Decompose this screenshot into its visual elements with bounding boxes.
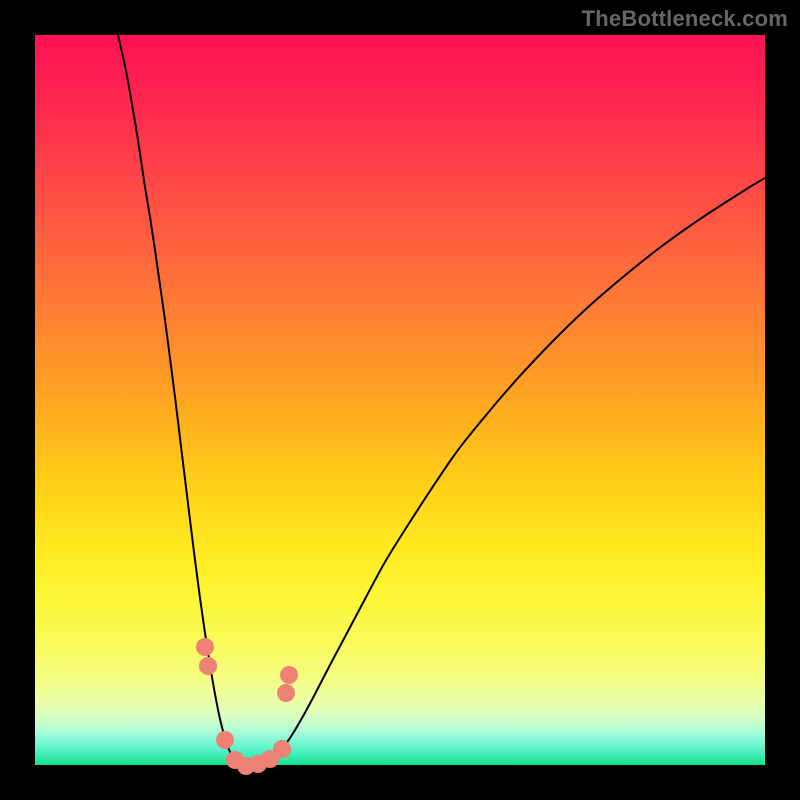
watermark-text: TheBottleneck.com: [582, 6, 788, 32]
data-marker: [199, 657, 217, 675]
data-marker: [277, 684, 295, 702]
data-marker: [196, 638, 214, 656]
chart-canvas: TheBottleneck.com: [0, 0, 800, 800]
data-marker: [280, 666, 298, 684]
data-marker: [216, 731, 234, 749]
plot-background: [35, 35, 765, 765]
bottleneck-curve-chart: [0, 0, 800, 800]
data-marker: [273, 740, 291, 758]
